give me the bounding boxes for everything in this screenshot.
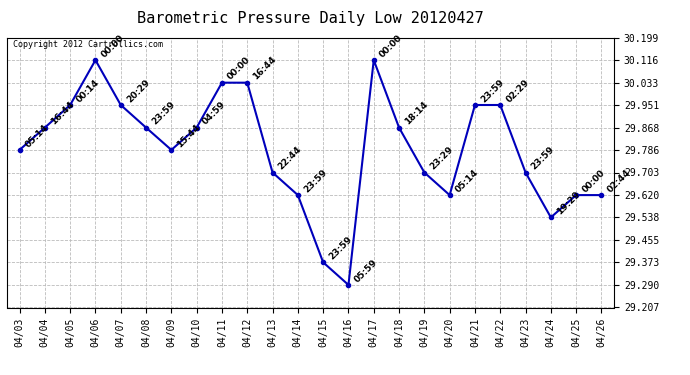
Text: 23:59: 23:59 [479, 78, 506, 104]
Text: 02:44: 02:44 [606, 168, 632, 194]
Text: 23:29: 23:29 [428, 145, 455, 172]
Text: 22:44: 22:44 [277, 145, 304, 172]
Text: 00:00: 00:00 [226, 56, 253, 82]
Text: 04:59: 04:59 [201, 100, 228, 127]
Text: 02:29: 02:29 [504, 78, 531, 104]
Text: 20:29: 20:29 [125, 78, 152, 104]
Text: 16:44: 16:44 [49, 100, 76, 127]
Text: 00:00: 00:00 [378, 33, 404, 59]
Text: 00:00: 00:00 [99, 33, 126, 59]
Text: 05:14: 05:14 [454, 168, 480, 194]
Text: 18:14: 18:14 [403, 100, 430, 127]
Text: 00:14: 00:14 [75, 78, 101, 104]
Text: 23:59: 23:59 [327, 235, 354, 261]
Text: 23:59: 23:59 [302, 168, 328, 194]
Text: 19:29: 19:29 [555, 190, 582, 217]
Text: 05:14: 05:14 [23, 123, 50, 149]
Text: Copyright 2012 Cartrollics.com: Copyright 2012 Cartrollics.com [13, 40, 163, 49]
Text: 23:59: 23:59 [530, 145, 556, 172]
Text: 15:44: 15:44 [175, 122, 202, 149]
Text: Barometric Pressure Daily Low 20120427: Barometric Pressure Daily Low 20120427 [137, 11, 484, 26]
Text: 05:59: 05:59 [353, 258, 380, 284]
Text: 00:00: 00:00 [580, 168, 607, 194]
Text: 16:44: 16:44 [251, 55, 278, 82]
Text: 23:59: 23:59 [150, 100, 177, 127]
